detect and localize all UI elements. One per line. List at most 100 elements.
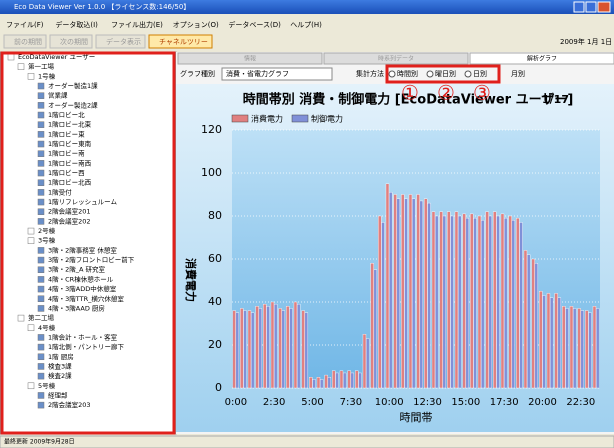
expander[interactable] bbox=[27, 324, 35, 332]
radio[interactable] bbox=[388, 70, 396, 78]
bar bbox=[508, 215, 512, 389]
tree-node[interactable]: 1階受付 bbox=[48, 187, 72, 196]
tree-node[interactable]: 4階・3階ADD中休憩室 bbox=[48, 284, 117, 293]
graph-type-select[interactable] bbox=[221, 67, 333, 81]
tree-node[interactable]: 2階会議室203 bbox=[48, 400, 91, 409]
max-button[interactable] bbox=[585, 1, 597, 13]
x-tick-label: 22:30 bbox=[566, 397, 595, 408]
tree-node[interactable]: オーダー製造2課 bbox=[48, 100, 98, 109]
bar bbox=[531, 258, 535, 389]
menu-item[interactable]: データ取込(I) bbox=[55, 20, 98, 29]
menu-item[interactable]: データベース(D) bbox=[228, 20, 281, 29]
x-tick-label: 10:00 bbox=[375, 397, 404, 408]
tree-icon bbox=[37, 82, 45, 90]
tree-node[interactable]: 1号棟 bbox=[38, 71, 56, 80]
tree-node[interactable]: 5号棟 bbox=[38, 381, 56, 390]
menu-item[interactable]: オプション(O) bbox=[173, 21, 219, 29]
tree-node[interactable]: 第一工場 bbox=[28, 62, 55, 71]
toolbar-button-label: 次の期間 bbox=[60, 37, 88, 46]
min-button[interactable] bbox=[573, 1, 585, 13]
tree-node[interactable]: 2号棟 bbox=[38, 226, 56, 235]
tree-node[interactable]: 第二工場 bbox=[28, 313, 55, 322]
tree-node[interactable]: 4号棟 bbox=[38, 323, 56, 332]
tree-icon bbox=[37, 169, 45, 177]
tree-icon bbox=[37, 179, 45, 186]
tree-node[interactable]: 営業課 bbox=[48, 91, 68, 100]
tree-node[interactable]: 検査2課 bbox=[48, 371, 72, 380]
expander[interactable] bbox=[17, 63, 25, 70]
x-tick-label: 15:00 bbox=[451, 397, 480, 408]
tree-node[interactable]: 4階・3階AAD 厨房 bbox=[48, 303, 105, 312]
tree-node[interactable]: 1階ロビー北東 bbox=[48, 120, 92, 129]
bar bbox=[247, 310, 252, 389]
tree-node[interactable]: 1階会計・ホール・客室 bbox=[48, 332, 118, 341]
expander[interactable] bbox=[17, 314, 25, 322]
radio-label[interactable]: 日別 bbox=[473, 69, 487, 78]
tree-node[interactable]: 1階ロビー東南 bbox=[48, 139, 92, 148]
chart-title: 時間帯別 消費・制御電力 [EcoDataViewer ユーザー] bbox=[243, 92, 574, 108]
tab[interactable] bbox=[323, 52, 469, 65]
tree-node[interactable]: 1階ロビー西 bbox=[48, 168, 85, 177]
tree-node[interactable]: 3階・2階フロントロビー前下 bbox=[48, 255, 135, 264]
bar bbox=[250, 312, 255, 389]
menu-item[interactable]: ファイル出力(E) bbox=[111, 20, 163, 29]
bar bbox=[381, 222, 385, 389]
tree-node[interactable]: 4階・CR棟休憩ホール bbox=[48, 274, 114, 283]
tree-node[interactable]: EcoDataViewer ユーザー bbox=[18, 53, 95, 61]
bar bbox=[240, 308, 244, 389]
bar bbox=[565, 308, 569, 389]
tree-node[interactable]: 4階・3階TTR_横穴休憩室 bbox=[48, 294, 124, 303]
expander[interactable] bbox=[7, 53, 15, 61]
bar bbox=[595, 308, 600, 389]
y-tick-label: 80 bbox=[208, 209, 222, 222]
highlight-box bbox=[0, 51, 176, 435]
toolbar-button[interactable] bbox=[49, 34, 93, 49]
tab[interactable] bbox=[469, 52, 614, 65]
expander[interactable] bbox=[27, 73, 35, 80]
bar bbox=[439, 211, 443, 389]
annotation: ③ bbox=[473, 81, 491, 105]
tree-node[interactable]: 3階・2階事務室 休憩室 bbox=[48, 245, 117, 254]
y-tick-label: 60 bbox=[208, 252, 222, 265]
bar bbox=[293, 301, 298, 389]
tree-node[interactable]: 1階 厨房 bbox=[48, 352, 74, 361]
expander[interactable] bbox=[27, 237, 35, 244]
bar bbox=[488, 215, 493, 389]
bar bbox=[500, 213, 505, 389]
toolbar-button[interactable] bbox=[95, 34, 146, 49]
bar bbox=[289, 308, 293, 389]
tree: EcoDataViewer ユーザー第一工場1号棟オーダー製造1課営業課オーダー… bbox=[7, 53, 135, 409]
toolbar-button[interactable] bbox=[3, 34, 47, 49]
tree-node[interactable]: 1階ロビー北西 bbox=[48, 178, 92, 187]
tree-node[interactable]: 1階ロビー南 bbox=[48, 149, 85, 158]
tree-node[interactable]: 経理部 bbox=[48, 390, 68, 399]
close-button[interactable] bbox=[597, 1, 611, 13]
tree-node[interactable]: 1階リフレッシュルーム bbox=[48, 197, 117, 206]
tree-node[interactable]: 1階北側・パントリー廊下 bbox=[48, 342, 124, 351]
tree-node[interactable]: 1階ロビー南西 bbox=[48, 158, 92, 167]
expander[interactable] bbox=[27, 227, 35, 235]
toolbar-date: 2009年 1月 1日 bbox=[560, 37, 612, 46]
tree-node[interactable]: オーダー製造1課 bbox=[48, 81, 98, 90]
bar bbox=[534, 263, 539, 389]
bar bbox=[562, 306, 566, 389]
tree-node[interactable]: 2階会議室201 bbox=[48, 207, 91, 216]
menu-item[interactable]: ファイル(F) bbox=[6, 21, 44, 29]
radio-label[interactable]: 時間別 bbox=[397, 69, 418, 78]
tree-node[interactable]: 検査3課 bbox=[48, 361, 72, 370]
expander[interactable] bbox=[27, 382, 35, 390]
annotation: ② bbox=[437, 81, 455, 105]
bar bbox=[442, 215, 447, 389]
tree-node[interactable]: 3階・2階_A 研究室 bbox=[48, 265, 106, 274]
radio[interactable] bbox=[464, 70, 472, 78]
menu-item[interactable]: ヘルプ(H) bbox=[290, 21, 322, 29]
toolbar-button[interactable] bbox=[148, 34, 213, 49]
tree-node[interactable]: 1階ロビー東 bbox=[48, 129, 85, 138]
radio-label[interactable]: 曜日別 bbox=[435, 69, 456, 78]
tree-node[interactable]: 1階ロビー北 bbox=[48, 110, 85, 119]
tree-node[interactable]: 2階会議室202 bbox=[48, 216, 91, 225]
radio-label[interactable]: 月別 bbox=[511, 69, 525, 78]
tab[interactable] bbox=[177, 52, 323, 65]
tree-node[interactable]: 3号棟 bbox=[38, 236, 56, 245]
radio[interactable] bbox=[426, 70, 434, 78]
